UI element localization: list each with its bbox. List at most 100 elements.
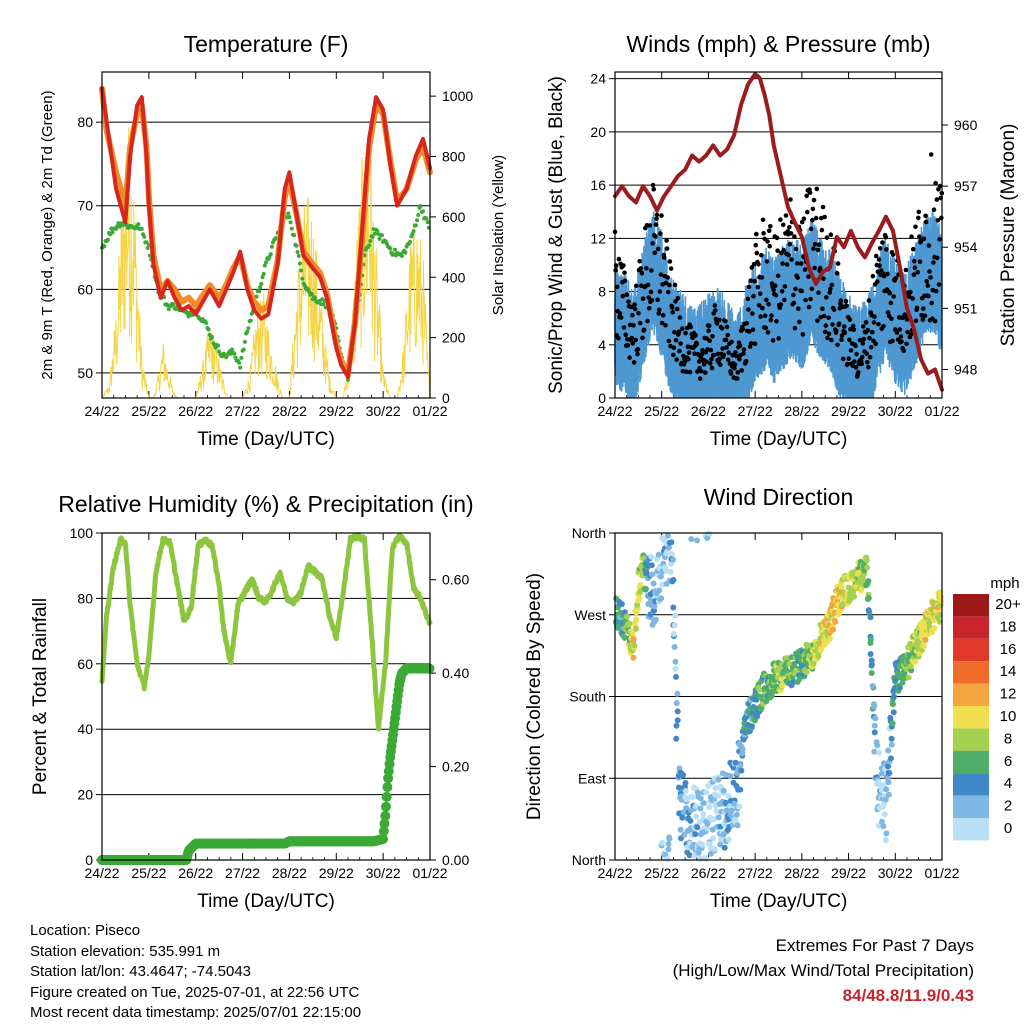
x-tick-label: 30/22 (366, 403, 401, 419)
direction-point (790, 678, 797, 685)
direction-point (876, 822, 882, 829)
direction-point (634, 601, 641, 608)
direction-point (891, 693, 897, 700)
gust-point (746, 284, 752, 290)
gust-point (721, 352, 727, 358)
gust-point (646, 295, 651, 300)
gust-point (917, 234, 922, 239)
gust-point (782, 297, 787, 303)
direction-point (700, 811, 707, 818)
gust-point (783, 213, 789, 218)
direction-point (827, 635, 834, 642)
gust-point (725, 332, 730, 338)
legend-label: 16 (1000, 641, 1017, 658)
gust-point (904, 317, 910, 322)
gust-point (816, 242, 822, 247)
direction-point (728, 807, 735, 814)
gust-point (741, 347, 747, 352)
direction-point (865, 607, 872, 614)
dewpoint-point (346, 377, 350, 382)
gust-point (824, 235, 830, 240)
chart-panel-direction: Wind Direction 24/22 25/22 26/22 27/22 28/22 2… (524, 484, 1021, 912)
gust-point (692, 351, 697, 357)
x-tick-label: 29/22 (831, 403, 866, 419)
gust-point (903, 267, 909, 273)
dewpoint-point (380, 233, 384, 238)
gust-point (885, 310, 891, 315)
gust-point (743, 358, 749, 364)
direction-point (659, 581, 666, 588)
gust-point (671, 345, 677, 351)
gust-point (910, 296, 915, 301)
gust-point (752, 278, 757, 284)
direction-point (791, 660, 798, 667)
y-tick-label: 0 (598, 390, 606, 406)
gust-point (645, 282, 651, 288)
y2-tick-label: 200 (442, 330, 466, 346)
direction-point (672, 658, 679, 665)
direction-point (868, 661, 875, 668)
direction-point (872, 715, 879, 722)
gust-point (890, 252, 896, 257)
dewpoint-point (136, 222, 141, 227)
dewpoint-point (105, 237, 110, 242)
precip-point (382, 782, 393, 793)
direction-point (621, 634, 628, 641)
gust-point (923, 219, 929, 225)
gust-point (775, 273, 781, 279)
legend-label: 18 (1000, 618, 1017, 635)
direction-point (888, 755, 894, 762)
gust-point (877, 263, 882, 268)
gust-point (732, 365, 737, 371)
direction-point (673, 722, 680, 729)
gust-point (771, 287, 776, 293)
x-tick-label: 25/22 (131, 865, 166, 881)
gust-point (746, 307, 751, 312)
direction-point (713, 808, 720, 815)
direction-point (936, 618, 943, 625)
gust-point (751, 293, 756, 299)
gust-point (814, 186, 820, 192)
direction-point (733, 811, 740, 818)
direction-point (868, 657, 875, 664)
gust-point (821, 276, 826, 282)
direction-point (876, 749, 882, 756)
gust-point (804, 193, 809, 199)
gust-point (899, 339, 904, 344)
direction-point (711, 846, 718, 853)
gust-point (666, 338, 672, 344)
direction-point (725, 793, 732, 799)
direction-point (922, 636, 929, 643)
gust-point (641, 327, 647, 333)
x-tick-label: 28/22 (272, 403, 307, 419)
dewpoint-point (375, 228, 380, 233)
gust-point (836, 321, 842, 327)
dewpoint-point (246, 326, 251, 331)
legend-label: 6 (1004, 753, 1012, 770)
legend-label: 20+ (995, 596, 1021, 613)
gust-point (916, 215, 921, 221)
legend-swatch (953, 706, 989, 729)
gust-point (864, 351, 869, 357)
direction-point (867, 614, 874, 621)
gust-point (881, 324, 886, 329)
gust-point (750, 311, 755, 316)
y-tick-label: South (569, 689, 606, 705)
direction-point (796, 675, 803, 682)
gust-point (828, 286, 833, 292)
x-tick-label: 25/22 (644, 403, 679, 419)
dewpoint-point (166, 307, 171, 312)
x-tick-label: 27/22 (738, 865, 773, 881)
gust-point (824, 295, 829, 300)
gust-point (887, 290, 892, 296)
direction-point (656, 587, 663, 594)
gust-point (766, 228, 772, 234)
plot-frame (101, 532, 431, 861)
direction-point (896, 684, 903, 691)
gust-point (873, 253, 879, 259)
gust-point (751, 261, 757, 267)
x-tick-label: 27/22 (738, 403, 773, 419)
gust-point (667, 282, 672, 288)
direction-point (670, 577, 677, 583)
direction-point (869, 683, 876, 689)
